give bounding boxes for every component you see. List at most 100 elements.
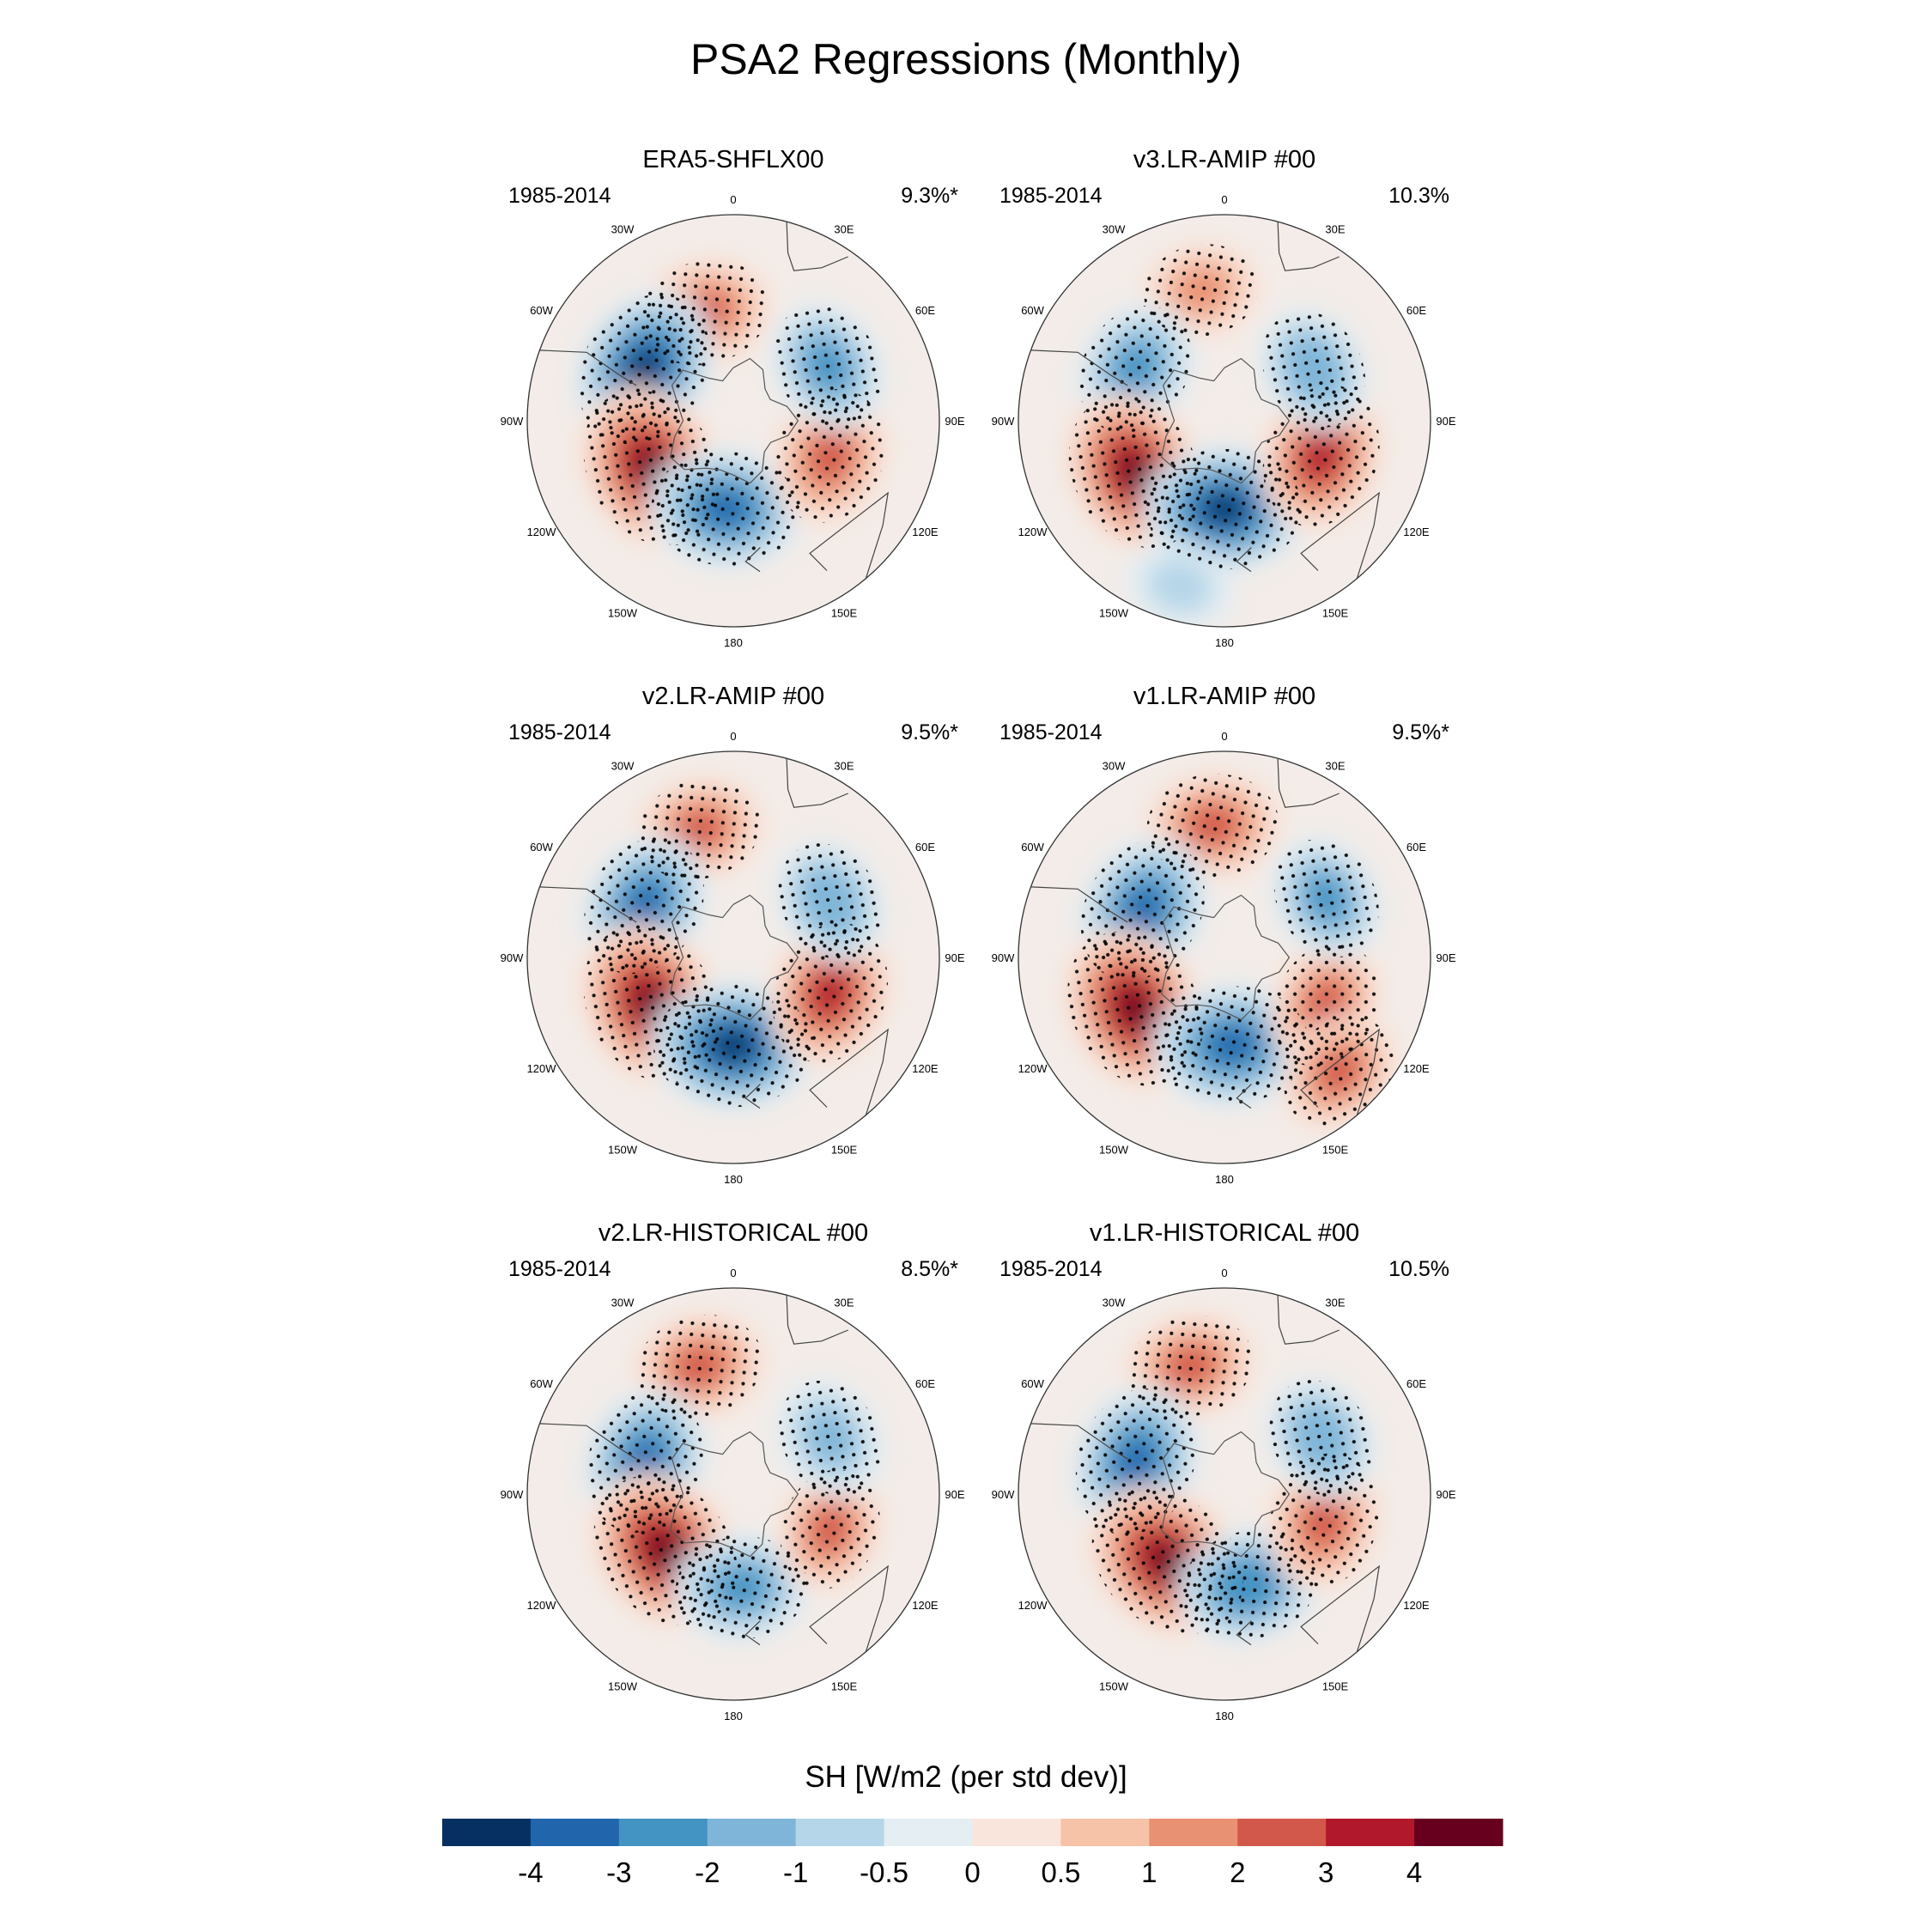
longitude-label: 150E xyxy=(1322,1143,1349,1156)
colorbar-segment xyxy=(972,1819,1061,1846)
longitude-label: 60W xyxy=(530,304,553,317)
longitude-label: 120E xyxy=(912,1599,939,1612)
longitude-label: 150W xyxy=(608,1143,638,1156)
longitude-label: 150E xyxy=(1322,606,1349,619)
longitude-label: 30E xyxy=(1325,760,1345,773)
longitude-label: 60W xyxy=(1021,1377,1044,1390)
colorbar-tick-label: -1 xyxy=(783,1856,808,1888)
panel-variance-percent: 9.5%* xyxy=(1392,720,1449,744)
continent-coastline xyxy=(539,886,637,923)
longitude-label: 180 xyxy=(1215,1173,1234,1186)
panel-variance-percent: 10.3% xyxy=(1388,184,1449,208)
panel-years: 1985-2014 xyxy=(999,1257,1103,1281)
longitude-label: 180 xyxy=(1215,636,1234,649)
longitude-label: 150W xyxy=(608,606,638,619)
significance-stippling xyxy=(651,451,800,567)
longitude-label: 90W xyxy=(501,1488,524,1501)
longitude-label: 30W xyxy=(1103,223,1126,236)
longitude-label: 150W xyxy=(608,1680,638,1692)
longitude-label: 30E xyxy=(834,760,854,773)
continent-coastline xyxy=(744,1084,761,1109)
longitude-label: 0 xyxy=(1221,730,1227,743)
longitude-label: 150E xyxy=(831,606,858,619)
longitude-label: 150E xyxy=(1322,1680,1349,1692)
colorbar-tick-label: 0.5 xyxy=(1041,1856,1080,1888)
panel-years: 1985-2014 xyxy=(508,720,611,744)
longitude-label: 60E xyxy=(1406,304,1426,317)
significance-stippling xyxy=(1155,986,1309,1105)
map-panel: ERA5-SHFLX00 1985-2014 9.3%* 0 30E 60E 90E 1… xyxy=(467,146,999,661)
polar-map: 0 30E 60E 90E 120E 150E 180 150W 120W 90W 60W 30W xyxy=(992,1267,1456,1722)
longitude-label: 120W xyxy=(527,526,557,538)
panel-title: v1.LR-AMIP #00 xyxy=(1133,683,1316,710)
longitude-label: 90E xyxy=(945,1488,964,1501)
panel-title: v3.LR-AMIP #00 xyxy=(1133,146,1316,173)
colorbar-tick-label: -3 xyxy=(606,1856,631,1888)
colorbar: SH [W/m2 (per std dev)] -4 -3 -2 -1 -0.5 0 0.5… xyxy=(0,1760,1932,1898)
longitude-label: 120W xyxy=(1018,1062,1048,1075)
continent-coastline xyxy=(1236,1084,1252,1109)
longitude-label: 150E xyxy=(831,1143,858,1156)
map-panel: v2.LR-HISTORICAL #00 1985-2014 8.5%* 0 30… xyxy=(467,1219,999,1735)
longitude-label: 30E xyxy=(834,1297,854,1309)
significance-stippling xyxy=(778,843,883,960)
colorbar-tick-label: 2 xyxy=(1230,1856,1245,1888)
longitude-label: 150W xyxy=(1099,1143,1129,1156)
longitude-label: 120E xyxy=(912,526,939,538)
longitude-label: 0 xyxy=(1221,193,1227,206)
longitude-label: 30E xyxy=(834,223,854,236)
continent-coastline xyxy=(786,222,848,271)
panel-title: v2.LR-AMIP #00 xyxy=(641,683,825,710)
antarctica-coastline xyxy=(1160,894,1291,1021)
longitude-label: 120E xyxy=(1403,1599,1430,1612)
longitude-label: 30E xyxy=(1325,223,1345,236)
longitude-label: 90E xyxy=(945,415,964,428)
colorbar-segment xyxy=(1149,1819,1238,1846)
longitude-label: 180 xyxy=(724,636,743,649)
colorbar-tick-label: 1 xyxy=(1141,1856,1157,1888)
map-panel: v1.LR-HISTORICAL #00 1985-2014 10.5% 0 30… xyxy=(958,1219,1491,1735)
longitude-label: 0 xyxy=(730,1267,736,1279)
longitude-label: 180 xyxy=(724,1710,743,1722)
longitude-label: 120E xyxy=(1403,1062,1430,1075)
map-boundary xyxy=(526,1287,940,1701)
colorbar-tick-label: 0 xyxy=(964,1856,980,1888)
colorbar-segment xyxy=(530,1819,620,1846)
panel-title: v2.LR-HISTORICAL #00 xyxy=(598,1219,869,1247)
significance-stippling xyxy=(1145,448,1303,569)
continent-coastline xyxy=(1236,547,1252,573)
antarctica-coastline xyxy=(669,357,799,484)
longitude-label: 180 xyxy=(724,1173,743,1186)
longitude-label: 30W xyxy=(611,223,635,236)
significance-stippling xyxy=(1261,311,1366,428)
map-boundary xyxy=(1018,1287,1431,1701)
longitude-label: 60E xyxy=(915,841,935,854)
longitude-label: 0 xyxy=(730,730,736,743)
longitude-label: 30E xyxy=(1325,1297,1345,1309)
significance-stippling xyxy=(635,1315,763,1418)
colorbar-tick-label: -2 xyxy=(695,1856,720,1888)
colorbar-segment xyxy=(795,1819,885,1846)
longitude-label: 120W xyxy=(527,1599,557,1612)
continent-coastline xyxy=(1300,491,1381,580)
colorbar-tick-label: -4 xyxy=(518,1856,543,1888)
panel-variance-percent: 10.5% xyxy=(1388,1257,1449,1281)
longitude-label: 30W xyxy=(1103,1297,1126,1309)
significance-stippling xyxy=(1273,839,1379,958)
significance-stippling xyxy=(772,922,888,1063)
anomaly-blob xyxy=(1146,557,1214,614)
map-boundary xyxy=(1018,750,1431,1164)
colorbar-tick-label: -0.5 xyxy=(860,1856,908,1888)
panel-years: 1985-2014 xyxy=(999,720,1103,744)
colorbar-label: SH [W/m2 (per std dev)] xyxy=(805,1760,1127,1794)
panel-years: 1985-2014 xyxy=(508,184,611,208)
colorbar-segment xyxy=(618,1819,708,1846)
longitude-label: 90E xyxy=(1436,415,1455,428)
continent-coastline xyxy=(1300,1564,1381,1653)
map-panel: v1.LR-AMIP #00 1985-2014 9.5%* 0 30E 60E 90… xyxy=(958,683,1491,1198)
longitude-label: 90W xyxy=(992,1488,1015,1501)
continent-coastline xyxy=(539,349,637,386)
colorbar-graphic: -4 -3 -2 -1 -0.5 0 0.5 1 2 3 4 xyxy=(442,1819,1504,1888)
colorbar-tick-label: 4 xyxy=(1406,1856,1422,1888)
significance-stippling xyxy=(1262,385,1380,527)
